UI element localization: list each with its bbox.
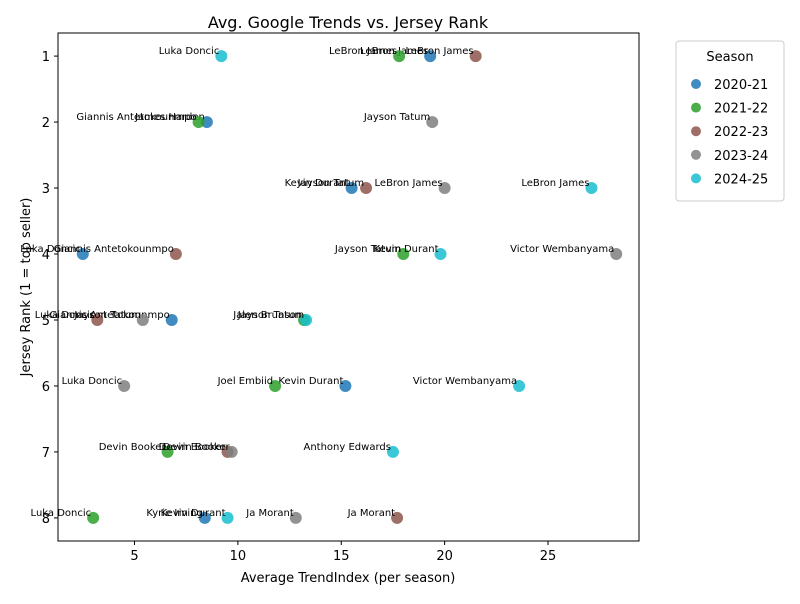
point-label: Devin Booker bbox=[159, 442, 227, 453]
data-point bbox=[391, 511, 404, 524]
data-point bbox=[76, 248, 89, 261]
point-label: Luka Doncic bbox=[62, 376, 123, 387]
point-label: Victor Wembanyama bbox=[413, 376, 517, 387]
x-tick-label: 15 bbox=[333, 549, 350, 564]
data-point bbox=[339, 379, 352, 392]
legend-marker bbox=[691, 79, 701, 89]
data-point bbox=[585, 182, 598, 195]
point-label: Kevin Durant bbox=[285, 178, 350, 189]
data-point bbox=[192, 116, 205, 129]
point-label: Jayson Tatum bbox=[297, 178, 364, 189]
legend-entry-label: 2021-22 bbox=[714, 102, 768, 117]
legend-box bbox=[675, 40, 785, 202]
point-label: Kyrie Irving bbox=[146, 508, 202, 519]
data-point bbox=[91, 313, 104, 326]
point-label: LeBron James bbox=[406, 46, 474, 57]
point-label: LeBron James bbox=[521, 178, 589, 189]
y-axis-label: Jersey Rank (1 = top seller) bbox=[19, 198, 34, 378]
point-label: Luka Doncic bbox=[159, 46, 220, 57]
y-tick-label: 4 bbox=[42, 248, 50, 263]
data-point bbox=[610, 248, 623, 261]
data-point bbox=[393, 50, 406, 63]
x-tick-label: 20 bbox=[436, 549, 453, 564]
chart-title: Avg. Google Trends vs. Jersey Rank bbox=[208, 13, 489, 32]
point-label: Kevin Durant bbox=[374, 244, 439, 255]
data-point bbox=[397, 248, 410, 261]
data-point bbox=[269, 379, 282, 392]
legend-entry-label: 2023-24 bbox=[714, 149, 768, 164]
data-point bbox=[469, 50, 482, 63]
point-label: James Harden bbox=[134, 112, 205, 123]
legend-entry-label: 2020-21 bbox=[714, 78, 768, 93]
point-label: Victor Wembanyama bbox=[510, 244, 614, 255]
legend-title: Season bbox=[706, 50, 753, 65]
point-label: Giannis Antetokounmpo bbox=[54, 244, 174, 255]
data-point bbox=[289, 511, 302, 524]
legend-marker bbox=[691, 149, 701, 160]
point-label: Kevin Durant bbox=[278, 376, 343, 387]
data-point bbox=[221, 511, 234, 524]
legend-entry-label: 2024-25 bbox=[714, 172, 768, 187]
data-point bbox=[198, 511, 211, 524]
legend-marker bbox=[691, 173, 701, 184]
y-tick-label: 8 bbox=[42, 512, 50, 527]
plot-area: 5 10 15 20 25 1 2 3 4 5 6 7 8 LeBron James James Harde… bbox=[20, 46, 623, 564]
data-point bbox=[386, 445, 399, 458]
point-label: Jayson Tatum bbox=[237, 310, 304, 321]
legend: Season 2020-21 2021-22 2022-23 2023-24 2024-… bbox=[675, 40, 785, 202]
legend-marker bbox=[691, 126, 701, 137]
point-label: Luka Doncic bbox=[35, 310, 96, 321]
point-label: LeBron James bbox=[329, 46, 397, 57]
axes-frame bbox=[57, 32, 640, 542]
point-label: Anthony Edwards bbox=[303, 442, 390, 453]
point-label: Ja Morant bbox=[347, 508, 396, 519]
point-label: LeBron James bbox=[360, 46, 428, 57]
legend-entry-label: 2022-23 bbox=[714, 125, 768, 140]
data-point bbox=[200, 116, 213, 129]
data-point bbox=[424, 50, 437, 63]
data-point bbox=[136, 313, 149, 326]
data-point bbox=[165, 313, 178, 326]
point-label: Jayson Tatum bbox=[363, 112, 430, 123]
point-label: Ja Morant bbox=[245, 508, 294, 519]
y-tick-label: 7 bbox=[42, 446, 50, 461]
y-tick-label: 2 bbox=[42, 116, 50, 131]
data-point bbox=[169, 248, 182, 261]
point-label: LeBron James bbox=[375, 178, 443, 189]
point-label: Luka Doncic bbox=[20, 244, 81, 255]
data-point bbox=[438, 182, 451, 195]
point-label: Luka Doncic bbox=[31, 508, 92, 519]
point-label: Jalen Brunson bbox=[232, 310, 302, 321]
data-point bbox=[345, 182, 358, 195]
point-label: Kevin Durant bbox=[161, 508, 226, 519]
x-tick-label: 25 bbox=[540, 549, 557, 564]
data-point bbox=[513, 379, 526, 392]
y-tick-label: 3 bbox=[42, 182, 50, 197]
data-point bbox=[300, 313, 313, 326]
x-tick-label: 10 bbox=[230, 549, 247, 564]
point-label: Jayson Tatum bbox=[334, 244, 401, 255]
point-label: Devin Booker bbox=[163, 442, 231, 453]
point-label: Giannis Antetokounmpo bbox=[49, 310, 169, 321]
data-point bbox=[161, 445, 174, 458]
point-label: Devin Booker bbox=[99, 442, 167, 453]
point-label: Jayson Tatum bbox=[73, 310, 140, 321]
data-point bbox=[434, 248, 447, 261]
y-tick-label: 1 bbox=[42, 50, 50, 65]
point-label: Joel Embiid bbox=[217, 376, 274, 387]
x-tick-label: 5 bbox=[130, 549, 138, 564]
data-point bbox=[360, 182, 373, 195]
x-axis-label: Average TrendIndex (per season) bbox=[241, 571, 456, 586]
data-point bbox=[215, 50, 228, 63]
data-point bbox=[426, 116, 439, 129]
y-tick-label: 5 bbox=[42, 314, 50, 329]
point-label: Giannis Antetokounmpo bbox=[76, 112, 196, 123]
data-point bbox=[118, 379, 131, 392]
legend-marker bbox=[691, 102, 701, 113]
data-point bbox=[225, 445, 238, 458]
y-tick-label: 6 bbox=[42, 380, 50, 395]
data-point bbox=[87, 511, 100, 524]
